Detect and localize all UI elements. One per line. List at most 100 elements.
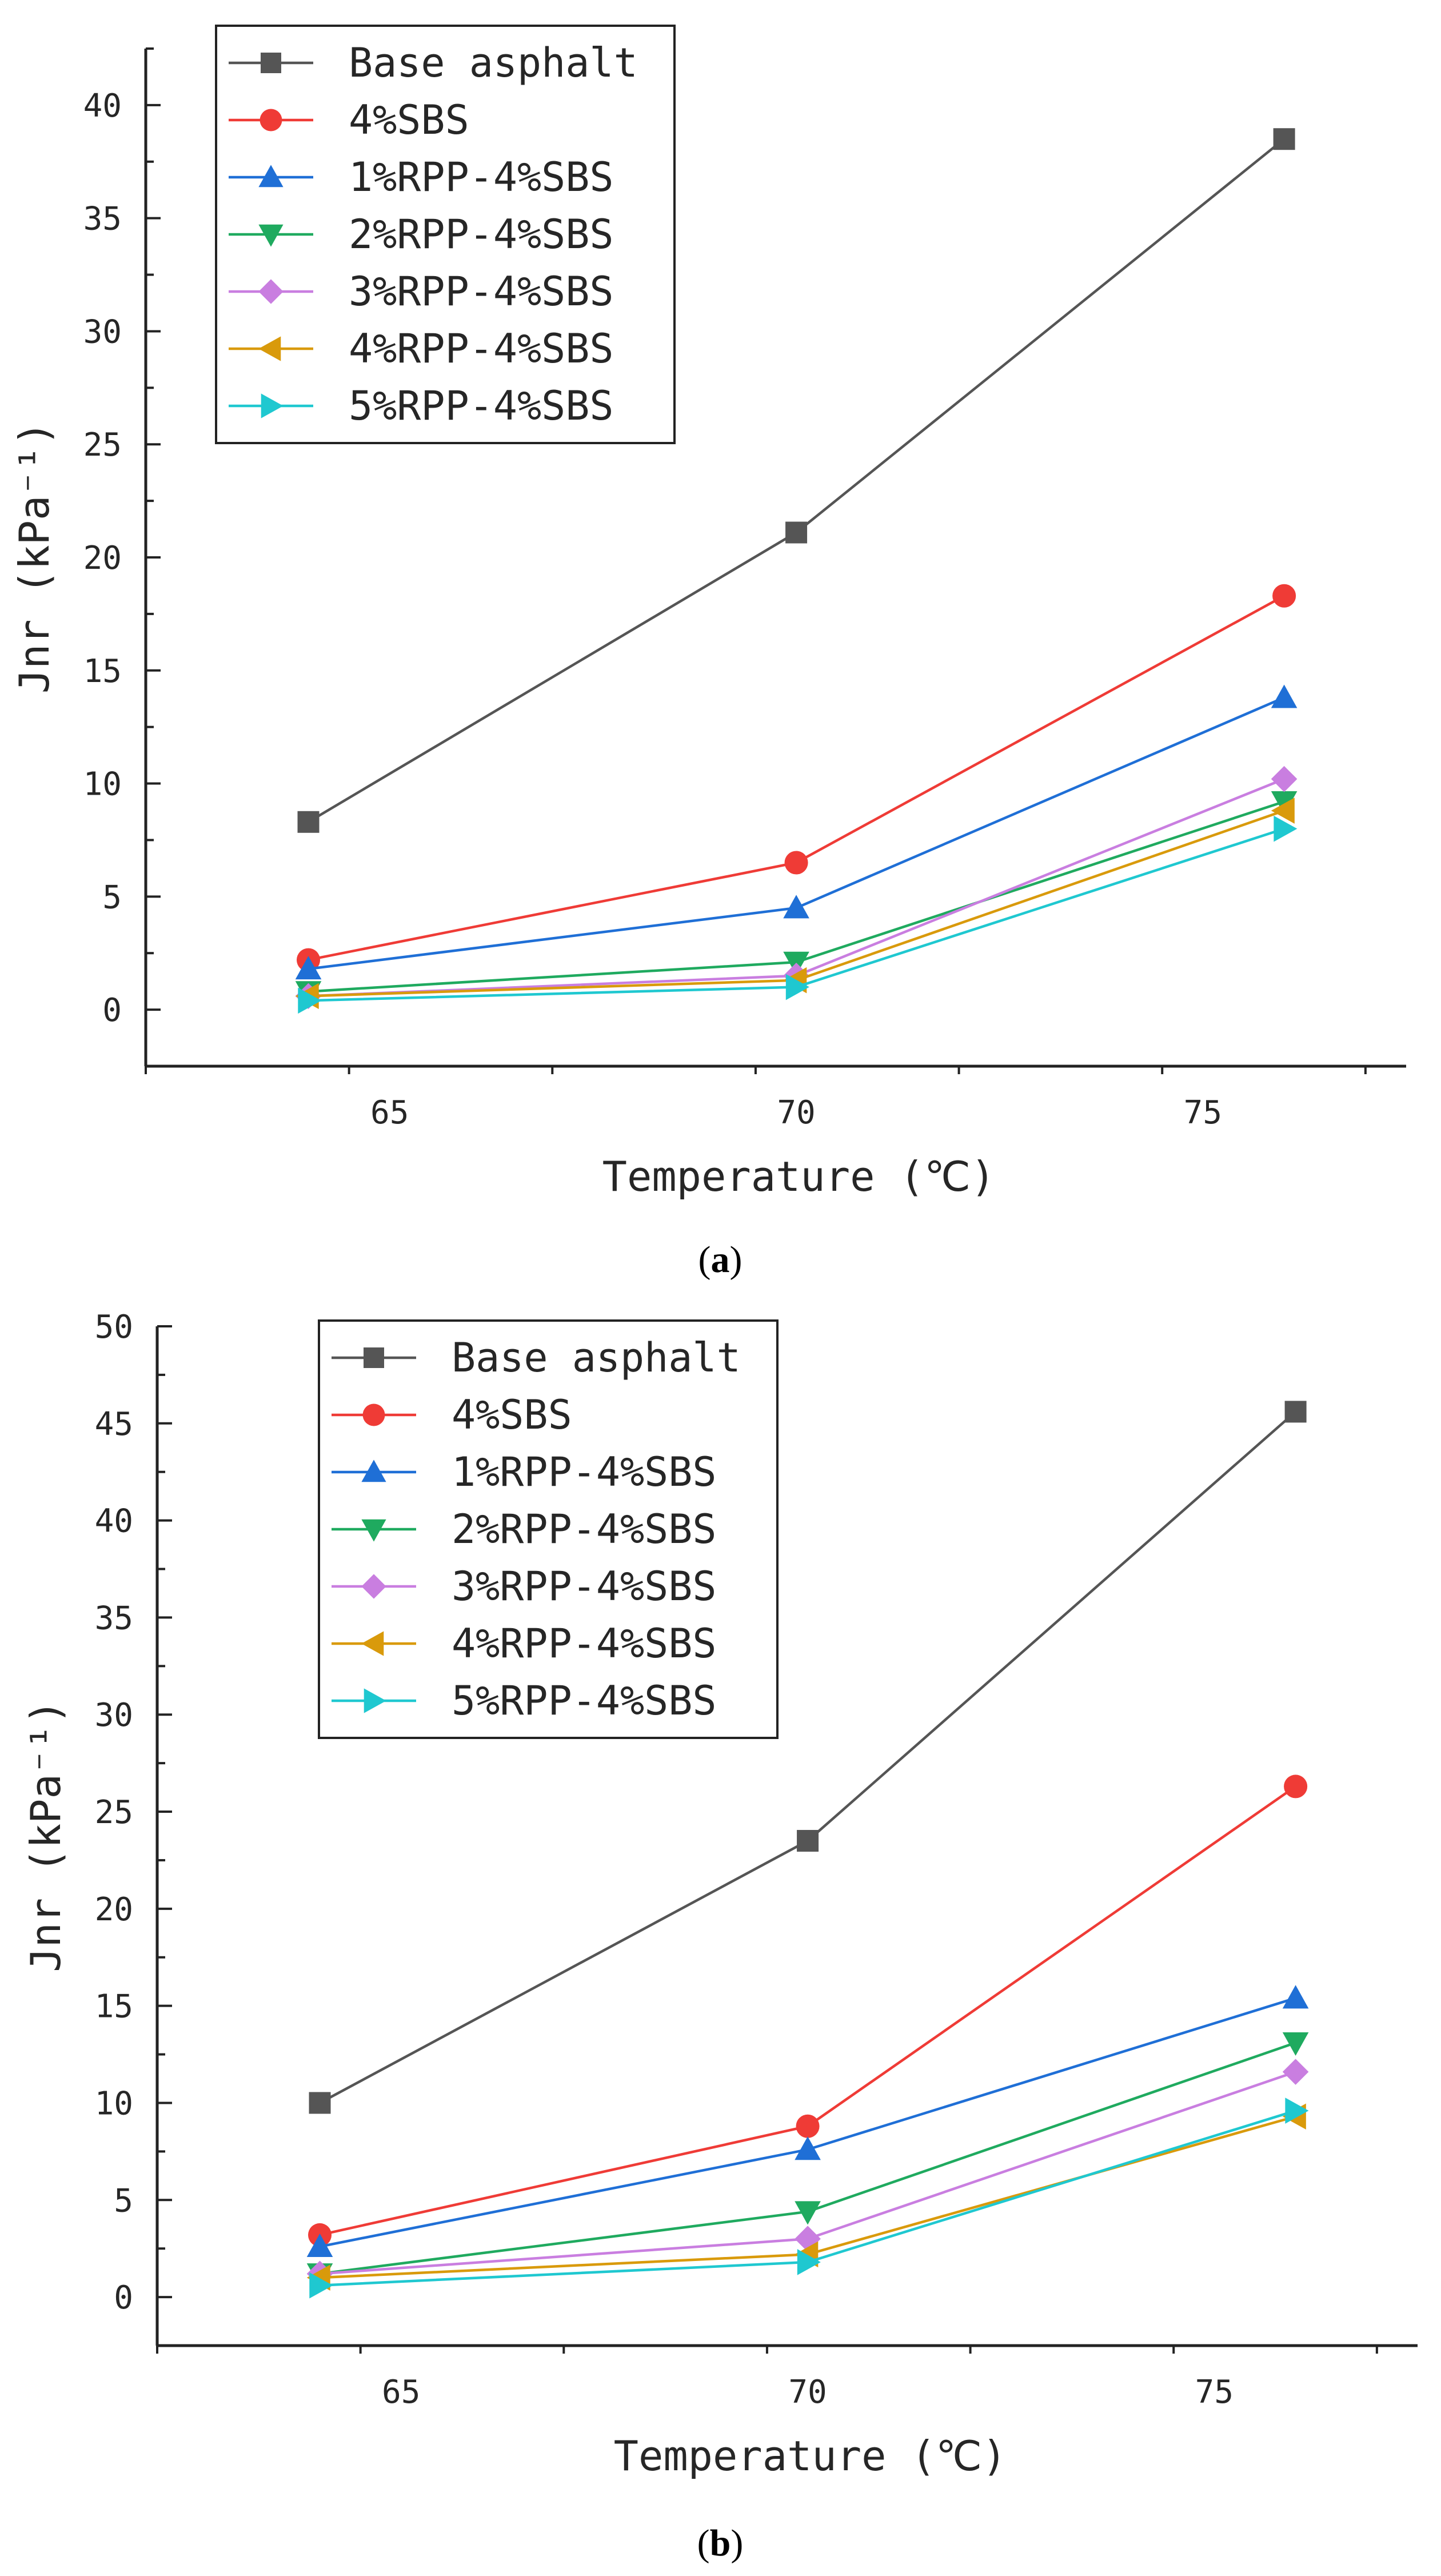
legend-item-4pctsbs: 4%SBS [229,97,469,143]
data-point [1274,815,1298,842]
y-tick-label: 40 [83,87,122,125]
legend-item-4pctsbs: 4%SBS [332,1391,572,1438]
data-point [1271,765,1298,792]
legend-label: 4%SBS [349,97,469,143]
y-tick-label: 35 [95,1600,133,1637]
legend-label: 2%RPP-4%SBS [452,1506,717,1553]
legend-marker [361,1519,386,1542]
legend-label: Base asphalt [452,1334,741,1381]
data-point [784,851,808,875]
data-point [1282,2032,1309,2056]
legend-label: 3%RPP-4%SBS [349,268,614,315]
series-5pctrpp-4pctsbs [309,2098,1309,2299]
chart-panel-a: 65 70 75 0 5 10 15 20 25 30 35 40 Temperature (℃) Jnr… [10,25,1406,1201]
legend-item-3pctrpp-4pctsbs: 3%RPP-4%SBS [229,268,614,315]
data-point [797,1829,819,1852]
legend-marker [261,393,284,418]
x-tick-label: 70 [777,1094,815,1131]
y-tick-label: 5 [114,2182,133,2219]
data-point [1284,1775,1308,1799]
series-1pctrpp-4pctsbs [306,1985,1309,2258]
legend-item-1pctrpp-4pctsbs: 1%RPP-4%SBS [229,154,614,201]
legend-label: 4%RPP-4%SBS [452,1620,717,1667]
legend-item-5pctrpp-4pctsbs: 5%RPP-4%SBS [332,1677,717,1724]
y-tick-label: 45 [95,1406,133,1443]
legend-marker [362,1403,385,1426]
legend-item-1pctrpp-4pctsbs: 1%RPP-4%SBS [332,1449,717,1496]
series-line [320,1785,1296,2236]
legend-label: 4%SBS [452,1391,572,1438]
legend-label: 4%RPP-4%SBS [349,325,614,372]
legend-label: 3%RPP-4%SBS [452,1563,717,1610]
series-4pctsbs [308,1775,1308,2247]
legend-label: 5%RPP-4%SBS [452,1677,717,1724]
series-line [308,696,1285,971]
series-base-asphalt [297,128,1295,833]
data-point [797,2249,821,2275]
legend-marker [364,1347,384,1368]
legend-marker [258,279,284,304]
caption-a: (a) [698,1239,743,1281]
data-point [309,2092,331,2114]
data-point [785,974,809,1000]
legend-marker [361,1631,384,1656]
y-tick-label: 10 [83,766,122,803]
legend-marker [361,1574,386,1599]
series-base-asphalt [309,1401,1307,2114]
data-point [1285,2098,1309,2124]
x-axis-label: Temperature (℃) [614,2432,1007,2480]
legend-item-2pctrpp-4pctsbs: 2%RPP-4%SBS [229,211,614,258]
data-point [1271,684,1298,708]
series-3pctrpp-4pctsbs [306,2059,1309,2287]
legend-item-3pctrpp-4pctsbs: 3%RPP-4%SBS [332,1563,717,1610]
legend: Base asphalt 4%SBS 1%RPP-4%SBS 2%RPP-4%SBS 3… [215,25,676,444]
data-point [295,956,322,980]
data-point [796,2114,820,2138]
x-tick-label: 65 [382,2374,420,2411]
data-point [1282,1985,1309,2009]
legend-item-base-asphalt: Base asphalt [229,39,638,86]
data-point [306,2233,333,2258]
y-tick-label: 15 [95,1988,133,2025]
legend-label: 1%RPP-4%SBS [452,1449,717,1496]
legend-marker [361,1460,386,1482]
legend-marker [364,1688,386,1713]
data-point [795,2136,821,2160]
x-tick-label: 65 [370,1094,409,1131]
legend-label: 5%RPP-4%SBS [349,382,614,429]
legend-item-5pctrpp-4pctsbs: 5%RPP-4%SBS [229,382,614,429]
x-tick-label: 75 [1195,2374,1234,2411]
legend-item-4pctrpp-4pctsbs: 4%RPP-4%SBS [332,1620,717,1667]
legend-marker [258,336,281,361]
y-tick-label: 15 [83,653,122,690]
y-tick-label: 5 [102,879,122,916]
y-axis-label: Jnr (kPa⁻¹) [22,1700,70,1972]
data-point [785,521,808,544]
data-point [1282,2059,1309,2085]
data-point [1272,584,1296,608]
legend-item-base-asphalt: Base asphalt [332,1334,741,1381]
y-tick-label: 20 [83,540,122,577]
y-tick-label: 35 [83,201,122,238]
y-tick-label: 40 [95,1503,133,1540]
legend-item-4pctrpp-4pctsbs: 4%RPP-4%SBS [229,325,614,372]
series-3pctrpp-4pctsbs [295,765,1298,1010]
data-point [1271,791,1298,815]
y-tick-label: 30 [95,1697,133,1734]
legend-marker [261,53,281,73]
y-tick-label: 25 [95,1794,133,1831]
y-tick-label: 0 [102,992,122,1029]
y-tick-label: 50 [95,1309,133,1346]
legend-marker [258,165,284,188]
chart-panel-b: 65 70 75 0 5 10 15 20 25 30 35 40 45 50 Temperature (℃… [22,1309,1418,2480]
legend-marker [258,224,284,247]
y-axis-label: Jnr (kPa⁻¹) [10,421,58,694]
legend-item-2pctrpp-4pctsbs: 2%RPP-4%SBS [332,1506,717,1553]
data-point [298,987,322,1014]
caption-b: (b) [697,2522,744,2564]
legend-label: 1%RPP-4%SBS [349,154,614,201]
legend-marker [260,109,282,131]
x-tick-label: 70 [788,2374,827,2411]
series-5pctrpp-4pctsbs [298,815,1298,1014]
